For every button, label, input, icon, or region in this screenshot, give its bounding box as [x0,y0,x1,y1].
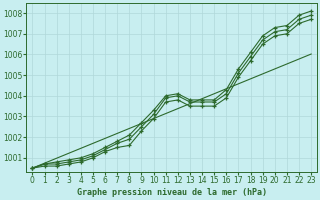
X-axis label: Graphe pression niveau de la mer (hPa): Graphe pression niveau de la mer (hPa) [77,188,267,197]
